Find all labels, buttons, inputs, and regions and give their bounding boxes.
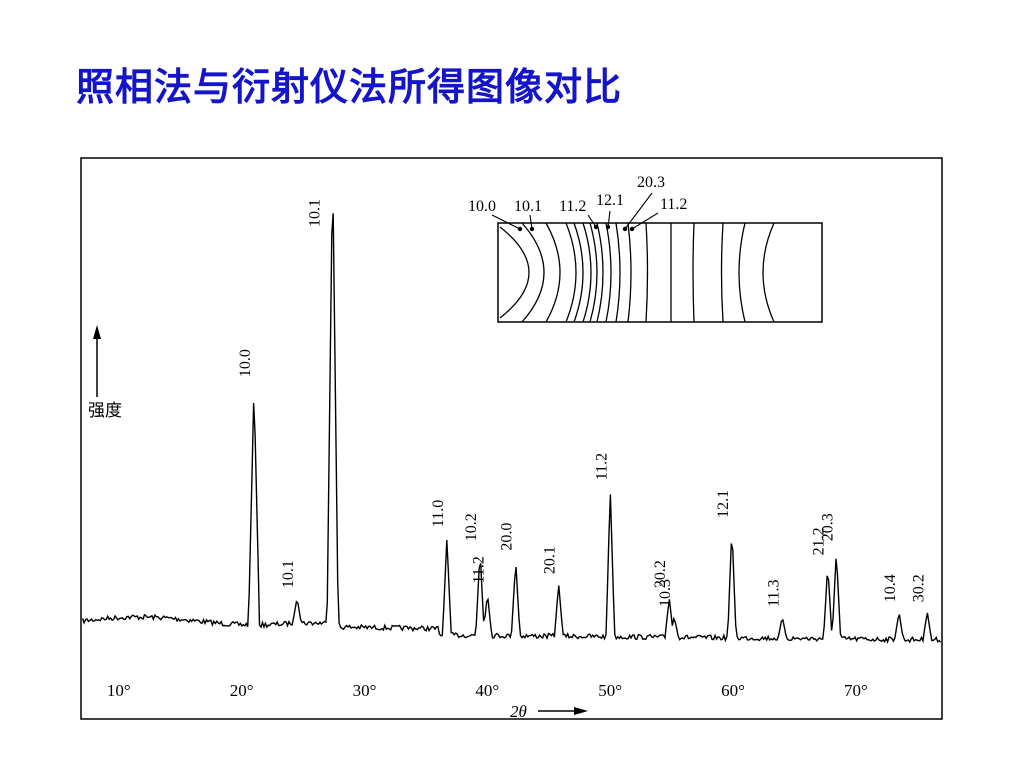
film-ring-label: 12.1 <box>596 192 624 209</box>
x-axis-indicator: 2θ <box>510 702 588 721</box>
x-axis-label: 2θ <box>510 702 527 721</box>
film-ring <box>521 222 545 323</box>
diffraction-pattern <box>81 213 942 644</box>
film-leader <box>587 214 597 228</box>
x-tick-label: 20° <box>230 681 254 700</box>
film-ring <box>762 222 775 323</box>
film-ring-label: 10.1 <box>514 198 542 215</box>
film-ring-labels: 10.0 10.1 11.2 12.1 20.3 11.2 <box>468 174 687 232</box>
peak-label: 20.2 <box>652 560 669 588</box>
film-strip <box>497 222 823 323</box>
x-tick-label: 50° <box>598 681 622 700</box>
film-leader-tip <box>529 226 535 232</box>
x-tick-label: 10° <box>107 681 131 700</box>
y-axis-label: 强度 <box>88 401 122 420</box>
film-ring <box>627 222 632 323</box>
film-leader-tip <box>517 226 523 232</box>
peak-label: 10.2 <box>463 513 480 541</box>
peak-label: 20.3 <box>819 513 836 541</box>
film-leader-tip <box>622 226 628 232</box>
xrd-figure: 10.0 10.1 10.1 11.0 10.2 11.2 20.0 20.1 11.2 20.2… <box>80 157 944 725</box>
peak-label: 20.0 <box>499 523 516 551</box>
film-ring-label: 11.2 <box>559 198 586 215</box>
peak-label: 11.2 <box>593 453 610 480</box>
film-ring <box>589 222 598 323</box>
peak-label: 11.3 <box>765 580 782 607</box>
x-axis-arrowhead <box>574 707 588 715</box>
film-ring-label: 10.0 <box>468 198 496 215</box>
x-tick-label: 70° <box>844 681 868 700</box>
slide-title: 照相法与衍射仪法所得图像对比 <box>76 65 623 109</box>
film-ring <box>596 222 604 323</box>
y-axis-arrowhead <box>93 325 101 339</box>
x-tick-label: 30° <box>353 681 377 700</box>
film-leader <box>607 210 611 228</box>
film-ring <box>615 222 621 323</box>
x-tick-label: 60° <box>721 681 745 700</box>
peak-label: 21.2 <box>811 527 828 555</box>
peak-label: 10.4 <box>882 574 899 602</box>
y-axis-indicator: 强度 <box>88 325 122 420</box>
film-ring <box>545 222 561 323</box>
peak-label: 10.3 <box>657 579 674 607</box>
film-leader <box>491 214 521 230</box>
film-ring <box>573 222 584 323</box>
peak-label: 10.1 <box>307 199 324 227</box>
peak-label: 11.2 <box>470 556 487 583</box>
film-rings <box>499 222 775 323</box>
peak-label: 20.1 <box>542 546 559 574</box>
film-ring <box>738 222 746 323</box>
film-leader-tip <box>593 224 599 230</box>
film-leader <box>631 212 659 230</box>
film-ring-label: 20.3 <box>637 174 665 191</box>
film-inset: 10.0 10.1 11.2 12.1 20.3 11.2 <box>468 174 823 323</box>
film-ring <box>582 222 592 323</box>
peak-label: 30.2 <box>910 574 927 602</box>
film-leader <box>529 214 533 230</box>
film-leader <box>624 192 653 230</box>
x-tick-label: 40° <box>475 681 499 700</box>
xrd-chart: 10.0 10.1 10.1 11.0 10.2 11.2 20.0 20.1 11.2 20.2… <box>80 157 943 721</box>
film-leader-tip <box>629 226 635 232</box>
pattern-trace <box>81 213 942 644</box>
film-ring <box>565 222 577 323</box>
peak-label: 12.1 <box>715 490 732 518</box>
film-leader-tip <box>605 224 611 230</box>
peak-label: 10.0 <box>237 349 254 377</box>
x-tick-labels: 10° 20° 30° 40° 50° 60° 70° <box>107 681 868 700</box>
film-ring <box>720 222 724 323</box>
film-ring <box>692 222 695 323</box>
peak-label: 11.0 <box>430 500 447 527</box>
peak-label: 10.1 <box>280 560 297 588</box>
film-ring <box>645 222 649 323</box>
film-ring <box>605 222 612 323</box>
film-ring-label: 11.2 <box>660 196 687 213</box>
film-ring <box>499 226 530 319</box>
peak-labels: 10.0 10.1 10.1 11.0 10.2 11.2 20.0 20.1 11.2 20.2… <box>237 199 927 607</box>
